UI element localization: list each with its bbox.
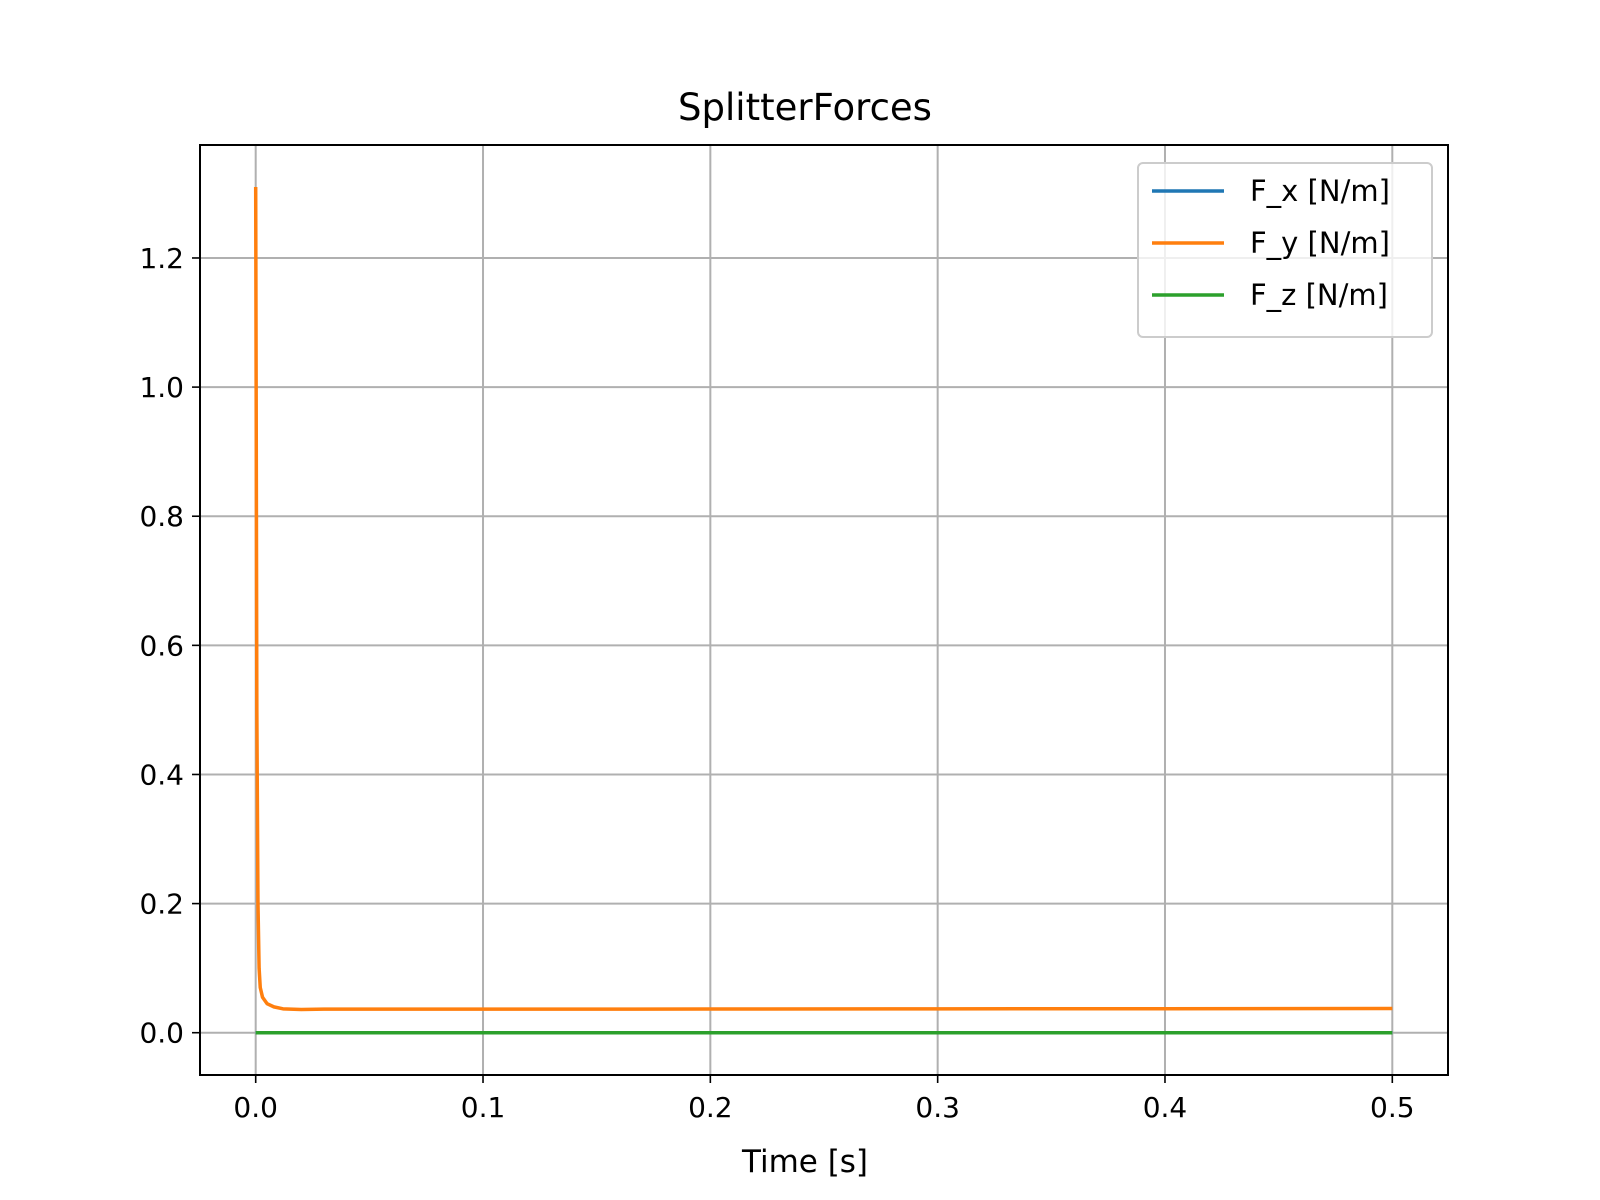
x-axis-label: Time [s] — [741, 1144, 868, 1180]
y-tick-label: 0.6 — [139, 629, 184, 662]
legend: F_x [N/m] F_y [N/m] F_z [N/m] — [1137, 162, 1433, 338]
chart-title: SplitterForces — [678, 86, 932, 129]
legend-label: F_z [N/m] — [1250, 278, 1388, 312]
y-tick-label: 1.0 — [139, 371, 184, 404]
x-tick-label: 0.5 — [1370, 1091, 1415, 1124]
x-tick-label: 0.0 — [233, 1091, 278, 1124]
y-tick-label: 0.4 — [139, 758, 184, 791]
y-tick-label: 1.2 — [139, 242, 184, 275]
series-lines — [253, 186, 1393, 1035]
y-tick-label: 0.0 — [139, 1017, 184, 1050]
y-tick-label: 0.8 — [139, 500, 184, 533]
legend-label: F_y [N/m] — [1250, 226, 1390, 260]
axes-frame — [199, 144, 1449, 1076]
legend-label: F_x [N/m] — [1250, 174, 1390, 208]
x-tick-label: 0.3 — [915, 1091, 960, 1124]
series-line-1 — [253, 186, 1393, 1012]
x-tick-label: 0.1 — [461, 1091, 506, 1124]
y-tick-label: 0.2 — [139, 888, 184, 921]
x-tick-label: 0.4 — [1143, 1091, 1188, 1124]
axis-ticks: 0.0 0.1 0.2 0.3 0.4 0.5 0.0 0.2 0.4 0.6 0.8 1.0 1.2 — [139, 242, 1414, 1124]
x-tick-label: 0.2 — [688, 1091, 733, 1124]
